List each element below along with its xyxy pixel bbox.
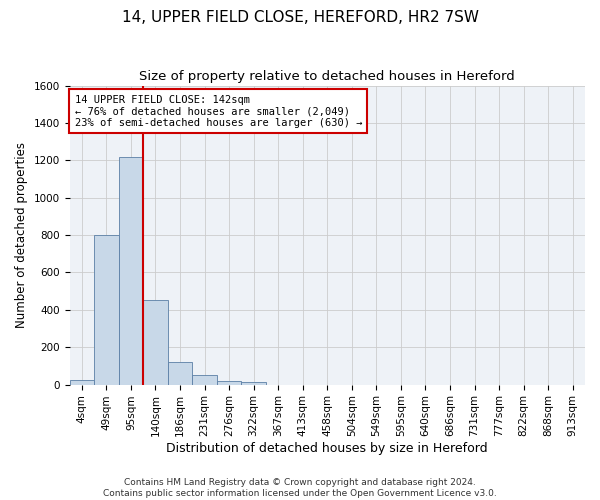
X-axis label: Distribution of detached houses by size in Hereford: Distribution of detached houses by size … xyxy=(166,442,488,455)
Bar xyxy=(70,380,94,384)
Y-axis label: Number of detached properties: Number of detached properties xyxy=(15,142,28,328)
Bar xyxy=(192,376,217,384)
Text: Contains HM Land Registry data © Crown copyright and database right 2024.
Contai: Contains HM Land Registry data © Crown c… xyxy=(103,478,497,498)
Bar xyxy=(217,381,241,384)
Bar xyxy=(143,300,168,384)
Title: Size of property relative to detached houses in Hereford: Size of property relative to detached ho… xyxy=(139,70,515,83)
Bar xyxy=(119,156,143,384)
Text: 14, UPPER FIELD CLOSE, HEREFORD, HR2 7SW: 14, UPPER FIELD CLOSE, HEREFORD, HR2 7SW xyxy=(121,10,479,25)
Bar xyxy=(168,362,192,384)
Text: 14 UPPER FIELD CLOSE: 142sqm
← 76% of detached houses are smaller (2,049)
23% of: 14 UPPER FIELD CLOSE: 142sqm ← 76% of de… xyxy=(74,94,362,128)
Bar xyxy=(94,235,119,384)
Bar xyxy=(241,382,266,384)
